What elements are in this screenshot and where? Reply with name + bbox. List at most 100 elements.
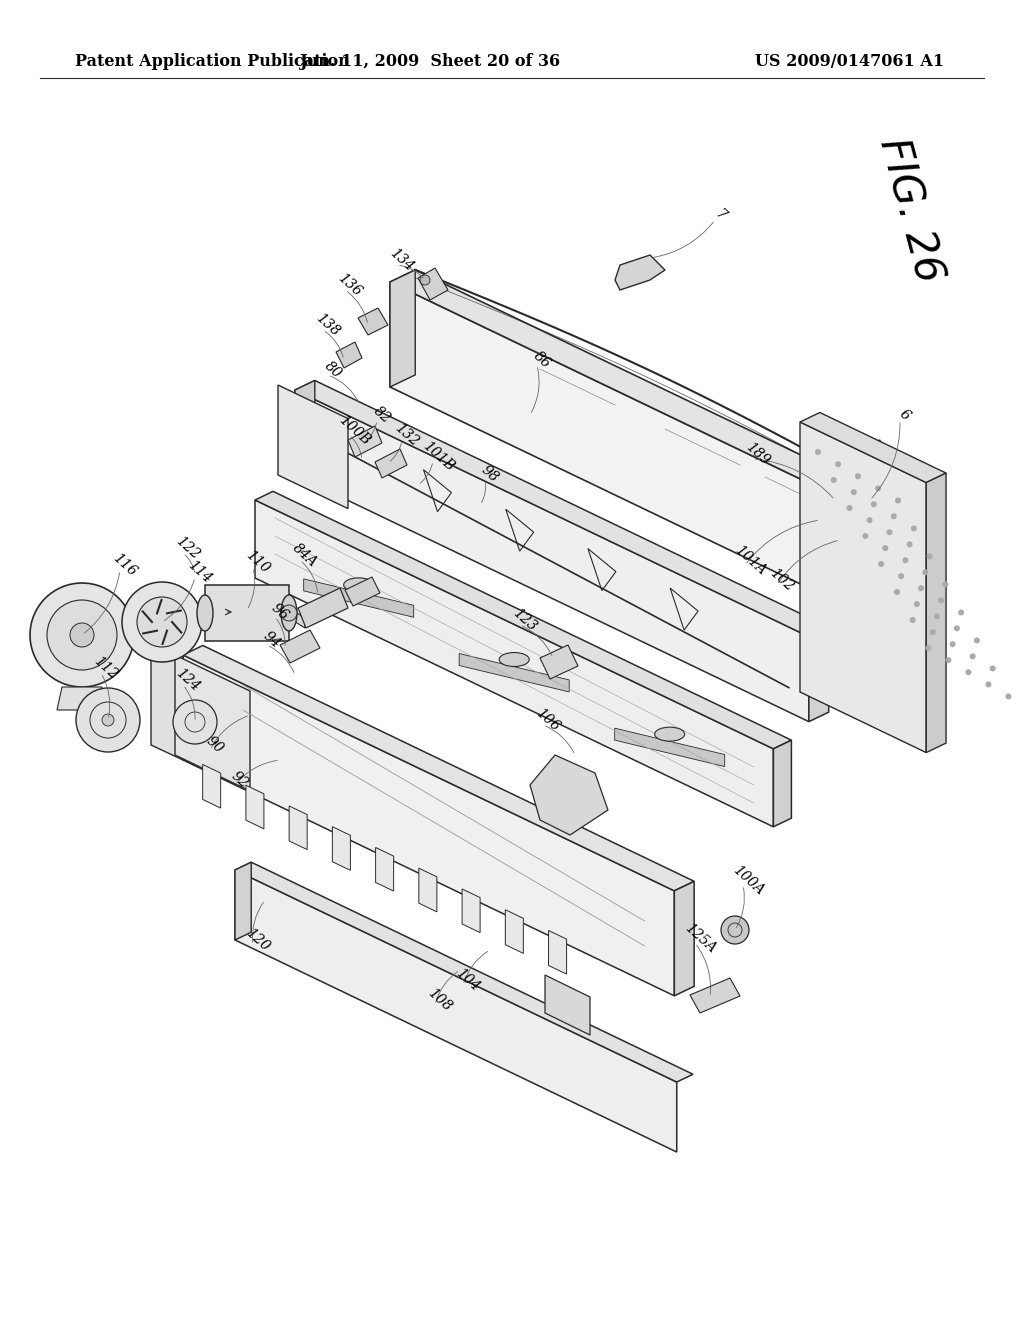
- Polygon shape: [289, 609, 305, 628]
- Text: 82: 82: [371, 404, 393, 426]
- Circle shape: [913, 601, 920, 607]
- Polygon shape: [203, 764, 221, 808]
- Text: 132: 132: [392, 421, 422, 449]
- Polygon shape: [295, 380, 828, 636]
- Circle shape: [866, 517, 872, 523]
- Text: 6: 6: [897, 407, 913, 424]
- Circle shape: [989, 665, 995, 672]
- Text: 100A: 100A: [730, 862, 766, 898]
- Text: 104: 104: [454, 966, 482, 994]
- Circle shape: [930, 630, 936, 635]
- Polygon shape: [390, 269, 416, 387]
- Polygon shape: [295, 380, 314, 475]
- Text: 134: 134: [387, 246, 417, 275]
- Text: 101B: 101B: [420, 438, 457, 474]
- Polygon shape: [375, 449, 407, 478]
- Polygon shape: [390, 282, 890, 627]
- Circle shape: [173, 700, 217, 744]
- Circle shape: [1006, 693, 1012, 700]
- Polygon shape: [809, 627, 828, 722]
- Circle shape: [721, 916, 749, 944]
- Circle shape: [122, 582, 202, 663]
- Circle shape: [102, 714, 114, 726]
- Text: 189: 189: [743, 440, 772, 469]
- Ellipse shape: [654, 727, 685, 741]
- Text: 122: 122: [173, 533, 203, 562]
- Polygon shape: [234, 870, 677, 1152]
- Ellipse shape: [499, 652, 529, 667]
- Ellipse shape: [197, 595, 213, 631]
- Polygon shape: [289, 807, 307, 850]
- Text: 108: 108: [425, 986, 455, 1014]
- Circle shape: [815, 449, 821, 455]
- Circle shape: [70, 623, 94, 647]
- Circle shape: [855, 474, 861, 479]
- Polygon shape: [234, 862, 693, 1082]
- Polygon shape: [530, 755, 608, 836]
- Circle shape: [934, 614, 940, 619]
- Circle shape: [970, 653, 976, 660]
- Text: FIG. 26: FIG. 26: [870, 133, 949, 286]
- Text: 120: 120: [244, 925, 272, 954]
- Circle shape: [835, 461, 841, 467]
- Circle shape: [862, 533, 868, 539]
- Text: US 2009/0147061 A1: US 2009/0147061 A1: [756, 54, 944, 70]
- Circle shape: [906, 541, 912, 548]
- Circle shape: [47, 601, 117, 671]
- Polygon shape: [800, 412, 946, 483]
- Circle shape: [895, 498, 901, 503]
- Circle shape: [281, 605, 297, 620]
- Text: 110: 110: [244, 548, 272, 576]
- Text: 94: 94: [261, 628, 284, 651]
- Circle shape: [938, 598, 944, 603]
- Text: 7: 7: [712, 207, 728, 223]
- Circle shape: [874, 486, 881, 491]
- Text: 102: 102: [767, 566, 797, 594]
- Polygon shape: [675, 882, 694, 995]
- Polygon shape: [855, 440, 880, 710]
- Circle shape: [910, 525, 916, 532]
- Polygon shape: [800, 422, 927, 752]
- Text: 92: 92: [228, 768, 251, 791]
- Polygon shape: [183, 655, 675, 995]
- Polygon shape: [419, 869, 437, 912]
- Circle shape: [420, 275, 430, 285]
- Polygon shape: [390, 269, 915, 523]
- Text: 138: 138: [313, 312, 343, 339]
- Circle shape: [894, 589, 900, 595]
- Text: 80: 80: [322, 359, 344, 381]
- Polygon shape: [175, 655, 250, 791]
- Polygon shape: [205, 585, 289, 642]
- Polygon shape: [255, 491, 792, 748]
- Circle shape: [879, 561, 884, 568]
- Text: 86: 86: [530, 348, 553, 371]
- Circle shape: [966, 669, 972, 676]
- Text: 90: 90: [204, 734, 226, 756]
- Circle shape: [891, 513, 897, 519]
- Polygon shape: [540, 645, 578, 678]
- Polygon shape: [295, 389, 809, 722]
- Polygon shape: [183, 645, 694, 891]
- Polygon shape: [358, 308, 388, 335]
- Polygon shape: [927, 473, 946, 752]
- Circle shape: [137, 597, 187, 647]
- Circle shape: [883, 545, 889, 552]
- Polygon shape: [773, 741, 792, 826]
- Polygon shape: [298, 587, 348, 628]
- Polygon shape: [690, 978, 740, 1012]
- Text: 116: 116: [111, 550, 139, 579]
- Polygon shape: [304, 579, 414, 618]
- Circle shape: [909, 616, 915, 623]
- Circle shape: [898, 573, 904, 579]
- Circle shape: [870, 502, 877, 507]
- Polygon shape: [614, 729, 725, 767]
- Polygon shape: [246, 785, 264, 829]
- Circle shape: [887, 529, 893, 535]
- Circle shape: [902, 557, 908, 564]
- Circle shape: [76, 688, 140, 752]
- Circle shape: [985, 681, 991, 688]
- Polygon shape: [336, 342, 362, 368]
- Text: 114: 114: [185, 558, 215, 586]
- Text: 100B: 100B: [336, 412, 373, 447]
- Polygon shape: [418, 268, 449, 300]
